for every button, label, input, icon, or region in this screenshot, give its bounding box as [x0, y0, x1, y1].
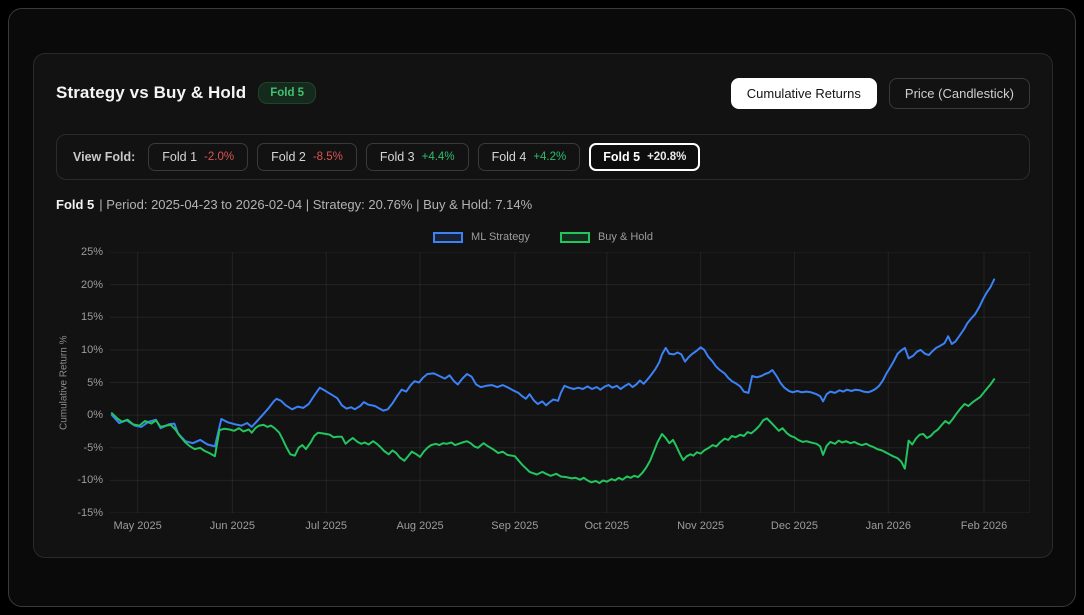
view-fold-label: View Fold:	[73, 150, 136, 164]
fold-button-1[interactable]: Fold 1 -2.0%	[148, 143, 249, 171]
y-tick-label: 10%	[80, 343, 103, 356]
page-title: Strategy vs Buy & Hold	[56, 83, 247, 102]
x-tick-label: Feb 2026	[960, 520, 1008, 532]
fold-button-label: Fold 3	[379, 150, 415, 164]
y-tick-label: -10%	[77, 474, 103, 487]
fold-button-2[interactable]: Fold 2 -8.5%	[257, 143, 357, 171]
x-tick-label: Sep 2025	[491, 520, 539, 532]
ml-strategy-swatch-icon	[433, 231, 464, 243]
app-window: Strategy vs Buy & Hold Fold 5 Cumulative…	[8, 8, 1076, 607]
fold-summary-name: Fold 5	[56, 197, 95, 212]
x-tick-label: Aug 2025	[396, 520, 444, 532]
fold-button-label: Fold 5	[603, 150, 641, 164]
fold-button-return: +20.8%	[647, 151, 687, 163]
legend-item-ml-strategy[interactable]: ML Strategy	[433, 231, 530, 243]
x-tick-label: Jan 2026	[865, 520, 911, 532]
card-header: Strategy vs Buy & Hold Fold 5 Cumulative…	[56, 76, 1030, 110]
y-axis-labels: 25% 20% 15% 10% 5% 0% -5% -10% -15%	[72, 246, 110, 519]
legend-item-buy-hold[interactable]: Buy & Hold	[559, 231, 653, 243]
x-tick-label: Jul 2025	[305, 520, 347, 532]
buy-hold-swatch-icon	[559, 231, 590, 243]
legend-label: ML Strategy	[471, 231, 530, 243]
y-tick-label: 0%	[87, 409, 103, 422]
fold-button-return: +4.2%	[533, 151, 567, 163]
y-axis-title: Cumulative Return %	[58, 335, 70, 430]
fold-button-4[interactable]: Fold 4 +4.2%	[477, 143, 581, 171]
fold-button-3[interactable]: Fold 3 +4.4%	[365, 143, 469, 171]
fold-button-return: -2.0%	[204, 151, 235, 163]
fold-selector-bar: View Fold: Fold 1 -2.0% Fold 2 -8.5% Fol…	[56, 134, 1030, 180]
y-tick-label: 25%	[80, 246, 103, 258]
fold-summary-details: | Period: 2025-04-23 to 2026-02-04 | Str…	[99, 197, 533, 212]
fold-badge: Fold 5	[258, 82, 317, 104]
plot-area	[110, 252, 1030, 513]
strategy-chart-card: Strategy vs Buy & Hold Fold 5 Cumulative…	[33, 53, 1053, 558]
y-tick-label: -15%	[77, 507, 103, 519]
fold-button-return: +4.4%	[421, 151, 455, 163]
fold-button-return: -8.5%	[312, 151, 343, 163]
price-candlestick-button[interactable]: Price (Candlestick)	[888, 77, 1030, 109]
y-tick-label: -5%	[83, 441, 103, 454]
view-toggle-group: Cumulative Returns Price (Candlestick)	[730, 77, 1030, 109]
x-tick-label: Dec 2025	[770, 520, 819, 532]
x-tick-label: Nov 2025	[677, 520, 725, 532]
cumulative-returns-button[interactable]: Cumulative Returns	[730, 77, 877, 109]
y-tick-label: 15%	[80, 311, 103, 324]
cumulative-returns-chart: ML Strategy Buy & Hold Cumulative Return…	[56, 228, 1030, 538]
fold-button-label: Fold 4	[491, 150, 527, 164]
plot-svg	[110, 252, 1030, 513]
chart-legend: ML Strategy Buy & Hold	[56, 228, 1030, 246]
legend-label: Buy & Hold	[597, 231, 653, 243]
x-tick-label: Jun 2025	[209, 520, 255, 532]
y-tick-label: 20%	[80, 278, 103, 291]
x-tick-label: May 2025	[113, 520, 162, 532]
fold-button-label: Fold 1	[162, 150, 198, 164]
fold-summary-line: Fold 5 | Period: 2025-04-23 to 2026-02-04…	[56, 197, 1030, 212]
x-tick-label: Oct 2025	[584, 520, 630, 532]
x-axis-labels: May 2025 Jun 2025 Jul 2025 Aug 2025 Sep 2025…	[110, 518, 1030, 538]
fold-button-label: Fold 2	[271, 150, 306, 164]
fold-button-5[interactable]: Fold 5 +20.8%	[589, 143, 701, 171]
y-tick-label: 5%	[87, 376, 103, 389]
